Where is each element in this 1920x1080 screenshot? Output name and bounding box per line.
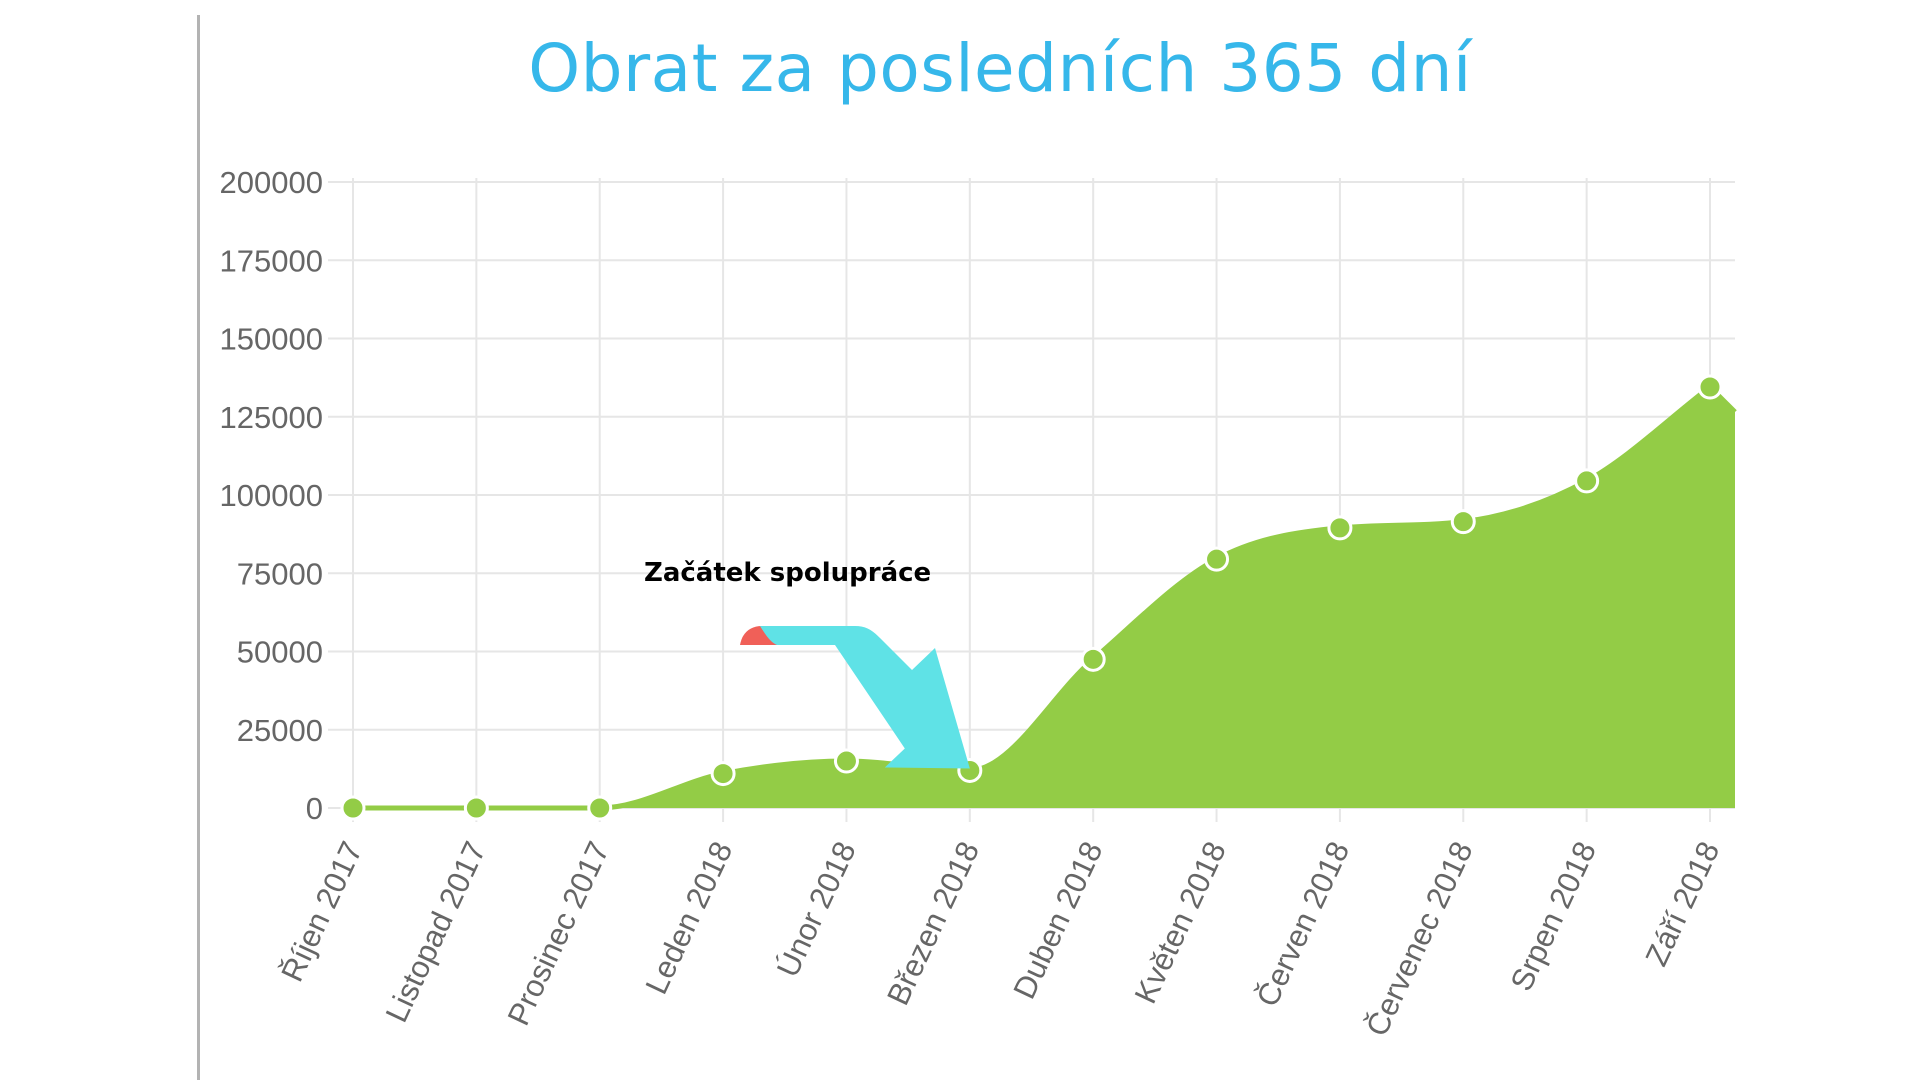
annotation-text: Začátek spolupráce — [644, 558, 931, 588]
data-point — [463, 795, 489, 821]
arrow-icon — [740, 626, 970, 769]
y-tick-label: 175000 — [220, 243, 323, 278]
data-point — [710, 761, 736, 787]
y-tick-label: 125000 — [220, 400, 323, 435]
x-tick-label: Leden 2018 — [638, 836, 739, 999]
y-tick-label: 75000 — [237, 556, 323, 591]
x-tick-label: Říjen 2017 — [274, 836, 369, 987]
x-tick-label: Duben 2018 — [1006, 836, 1109, 1004]
y-tick-label: 0 — [306, 791, 323, 826]
data-point — [1450, 509, 1476, 535]
x-tick-label: Srpen 2018 — [1504, 836, 1603, 996]
y-tick-label: 150000 — [220, 322, 323, 357]
data-point — [1327, 515, 1353, 541]
y-tick-label: 100000 — [220, 478, 323, 513]
data-point — [1080, 646, 1106, 672]
x-tick-label: Červen 2018 — [1250, 836, 1357, 1012]
chart-title: Obrat za posledních 365 dní — [528, 30, 1472, 107]
x-tick-label: Únor 2018 — [770, 836, 863, 982]
x-tick-label: Březen 2018 — [880, 836, 986, 1010]
y-tick-label: 50000 — [237, 635, 323, 670]
series-area — [353, 387, 1735, 808]
x-tick-label: Září 2018 — [1639, 836, 1727, 971]
data-point — [1204, 546, 1230, 572]
x-tick-label: Květen 2018 — [1128, 836, 1233, 1009]
x-tick-label: Červenec 2018 — [1359, 836, 1480, 1041]
data-point — [340, 795, 366, 821]
data-point — [1574, 468, 1600, 494]
data-point — [1697, 374, 1723, 400]
left-divider — [197, 15, 200, 1080]
x-tick-label: Listopad 2017 — [379, 836, 493, 1027]
y-tick-label: 25000 — [237, 713, 323, 748]
data-point — [833, 748, 859, 774]
x-tick-label: Prosinec 2017 — [501, 836, 616, 1030]
y-tick-label: 200000 — [220, 165, 323, 200]
data-point — [587, 795, 613, 821]
